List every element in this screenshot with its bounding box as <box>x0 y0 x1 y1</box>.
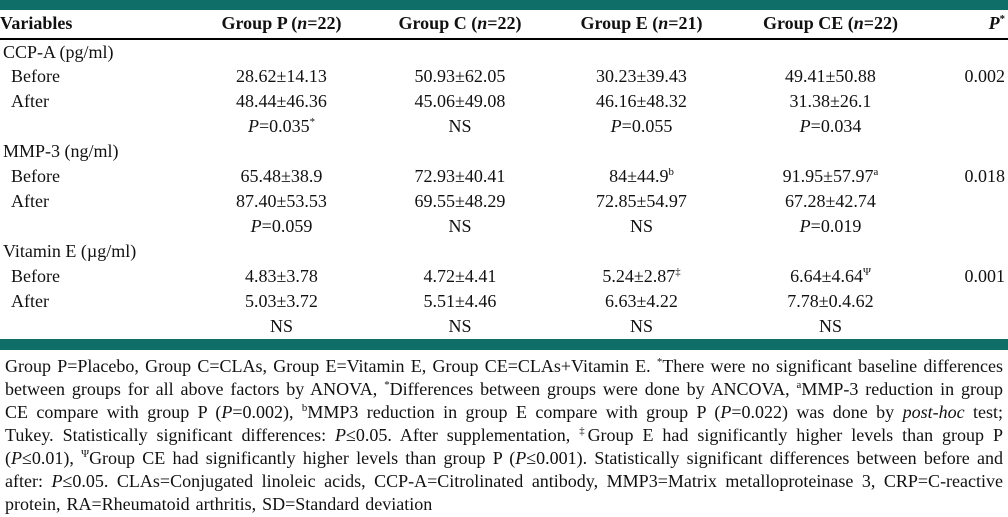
value-cell: 4.72±4.41 <box>423 266 497 286</box>
anova-p-cell <box>925 89 1008 114</box>
pvalue-cell: NS <box>269 316 293 336</box>
pvalue-cell: NS <box>448 116 472 136</box>
value-cell: 72.85±54.97 <box>596 191 687 211</box>
results-table: Variables Group P (n=22) Group C (n=22) … <box>0 10 1008 339</box>
data-row-before: Before 4.83±3.78 4.72±4.41 5.24±2.87‡ 6.… <box>0 264 1008 289</box>
pvalue-cell: P=0.055 <box>610 116 673 136</box>
pvalue-cell: P=0.034 <box>799 116 862 136</box>
value-cell: 5.03±3.72 <box>245 291 318 311</box>
value-cell: 72.93±40.41 <box>414 166 506 186</box>
value-cell: 87.40±53.53 <box>236 191 327 211</box>
table-cell <box>190 139 373 164</box>
anova-p-cell <box>925 289 1008 314</box>
anova-p-cell: 0.001 <box>964 266 1006 286</box>
table-cell <box>0 114 190 139</box>
anova-p-cell <box>925 189 1008 214</box>
stat-row: P=0.059 NS NS P=0.019 <box>0 214 1008 239</box>
pvalue-cell: NS <box>629 316 653 336</box>
row-label: After <box>11 291 49 311</box>
table-cell <box>736 239 925 264</box>
stat-row: NS NS NS NS <box>0 314 1008 339</box>
value-cell: 49.41±50.88 <box>785 66 876 86</box>
table-cell <box>373 39 547 64</box>
row-label: Before <box>11 166 60 186</box>
table-cell <box>925 114 1008 139</box>
header-row: Variables Group P (n=22) Group C (n=22) … <box>0 10 1008 40</box>
data-row-after: After 48.44±46.36 45.06±49.08 46.16±48.3… <box>0 89 1008 114</box>
pvalue-cell: NS <box>629 216 653 236</box>
value-cell: 5.51±4.46 <box>423 291 497 311</box>
value-cell: 28.62±14.13 <box>236 66 327 86</box>
anova-p-cell: 0.002 <box>964 66 1006 86</box>
table-cell <box>925 39 1008 64</box>
table-footer-accent-bar <box>0 339 1008 350</box>
table-top-accent-bar <box>0 0 1008 10</box>
value-cell: 4.83±3.78 <box>245 266 318 286</box>
pvalue-cell: P=0.035* <box>247 116 316 136</box>
table-cell <box>925 139 1008 164</box>
table-cell <box>373 239 547 264</box>
value-cell: 84±44.9b <box>609 166 674 186</box>
anova-p-cell: 0.018 <box>964 166 1006 186</box>
row-label: Before <box>11 66 60 86</box>
value-cell: 30.23±39.43 <box>596 66 687 86</box>
value-cell: 7.78±0.4.62 <box>787 291 874 311</box>
section-row-vitamin-e: Vitamin E (µg/ml) <box>0 239 1008 264</box>
table-cell <box>0 214 190 239</box>
value-cell: 6.63±4.22 <box>605 291 678 311</box>
value-cell: 65.48±38.9 <box>240 166 323 186</box>
col-header-group-p: Group P (n=22) <box>190 10 373 40</box>
table-cell <box>190 39 373 64</box>
col-header-group-c: Group C (n=22) <box>373 10 547 40</box>
table-cell <box>0 314 190 339</box>
value-cell: 5.24±2.87‡ <box>602 266 681 286</box>
table-cell <box>547 239 736 264</box>
section-row-ccpa: CCP-A (pg/ml) <box>0 39 1008 64</box>
value-cell: 69.55±48.29 <box>414 191 506 211</box>
data-row-after: After 5.03±3.72 5.51±4.46 6.63±4.22 7.78… <box>0 289 1008 314</box>
value-cell: 50.93±62.05 <box>414 66 506 86</box>
section-label: CCP-A (pg/ml) <box>3 41 114 62</box>
col-header-group-e: Group E (n=21) <box>547 10 736 40</box>
table-cell <box>925 239 1008 264</box>
table-cell <box>547 39 736 64</box>
stat-row: P=0.035* NS P=0.055 P=0.034 <box>0 114 1008 139</box>
value-cell: 6.64±4.64Ψ <box>790 266 871 286</box>
table-cell <box>925 214 1008 239</box>
value-cell: 91.95±57.97a <box>782 166 879 186</box>
value-cell: 48.44±46.36 <box>236 91 327 111</box>
section-label: Vitamin E (µg/ml) <box>3 241 137 261</box>
table-cell <box>736 139 925 164</box>
data-row-before: Before 28.62±14.13 50.93±62.05 30.23±39.… <box>0 64 1008 89</box>
section-row-mmp3: MMP-3 (ng/ml) <box>0 139 1008 164</box>
table-footnote: Group P=Placebo, Group C=CLAs, Group E=V… <box>5 356 1004 514</box>
table-cell <box>547 139 736 164</box>
pvalue-cell: NS <box>448 316 472 336</box>
pvalue-cell: P=0.059 <box>250 216 313 236</box>
value-cell: 67.28±42.74 <box>785 191 876 211</box>
col-header-p-value: P* <box>925 10 1008 40</box>
data-row-after: After 87.40±53.53 69.55±48.29 72.85±54.9… <box>0 189 1008 214</box>
pvalue-cell: P=0.019 <box>799 216 862 236</box>
value-cell: 46.16±48.32 <box>596 91 687 111</box>
table-cell <box>736 39 925 64</box>
value-cell: 31.38±26.1 <box>789 91 872 111</box>
pvalue-cell: NS <box>818 316 842 336</box>
table-cell <box>373 139 547 164</box>
data-row-before: Before 65.48±38.9 72.93±40.41 84±44.9b 9… <box>0 164 1008 189</box>
row-label: After <box>11 191 49 211</box>
section-label: MMP-3 (ng/ml) <box>3 141 119 161</box>
pvalue-cell: NS <box>448 216 472 236</box>
table-cell <box>925 314 1008 339</box>
col-header-variables: Variables <box>0 10 190 40</box>
table-cell <box>190 239 373 264</box>
row-label: After <box>11 91 49 111</box>
col-header-group-ce: Group CE (n=22) <box>736 10 925 40</box>
row-label: Before <box>11 266 60 286</box>
value-cell: 45.06±49.08 <box>414 91 506 111</box>
